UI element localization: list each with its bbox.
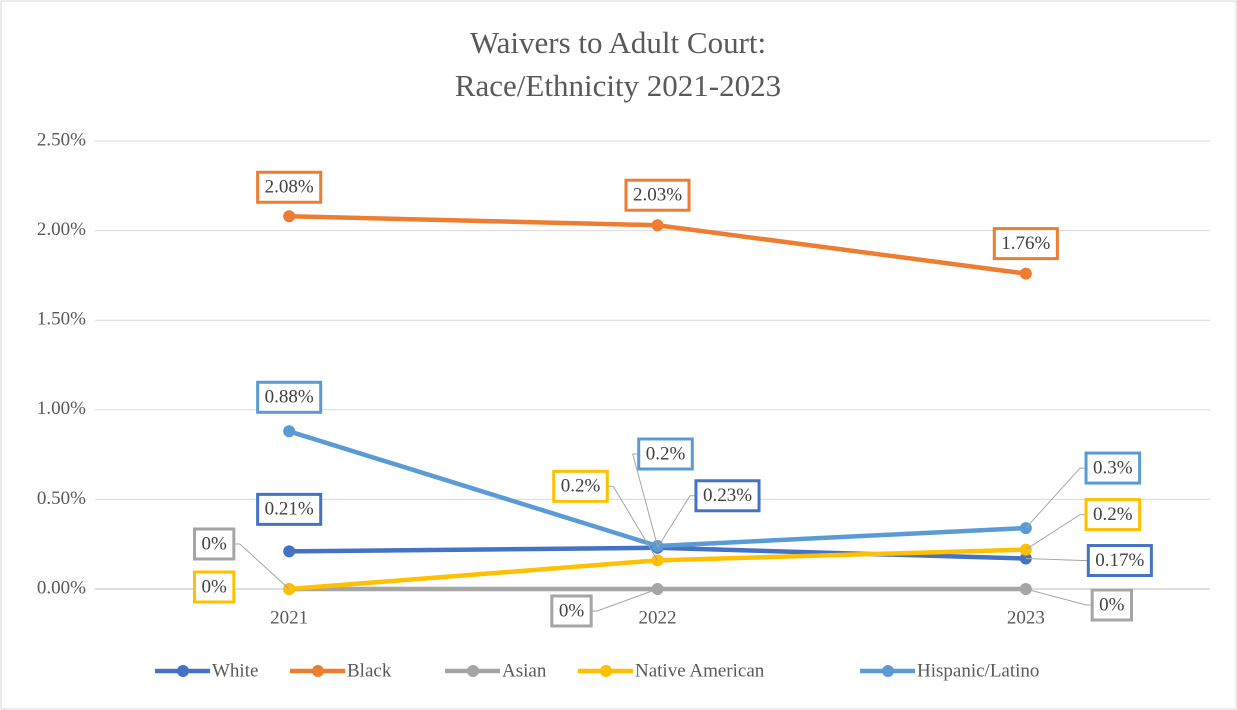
legend-label: White: [212, 660, 258, 681]
legend-marker: [467, 665, 479, 677]
data-point: [283, 545, 296, 558]
leader-line: [632, 453, 658, 547]
legend-label: Asian: [502, 660, 547, 681]
data-point: [283, 210, 296, 223]
data-point: [651, 219, 664, 232]
chart-title: Race/Ethnicity 2021-2023: [455, 68, 781, 103]
data-label-box: [637, 437, 694, 471]
data-label-box: [193, 527, 236, 561]
data-label-box: [256, 170, 323, 204]
data-label-box: [694, 479, 761, 513]
data-label: 0.2%: [1093, 504, 1133, 525]
legend-marker: [600, 665, 612, 677]
leader-line: [1025, 467, 1087, 529]
leader-line: [607, 485, 658, 561]
data-label-box: [1084, 498, 1142, 532]
x-tick-label: 2022: [639, 607, 677, 628]
data-label: 1.76%: [1001, 233, 1050, 254]
y-tick-label: 1.50%: [37, 309, 86, 330]
data-label-box: [256, 380, 323, 414]
data-label-box: [550, 594, 593, 628]
data-label: 0.2%: [561, 476, 601, 497]
leader-line: [1025, 588, 1093, 606]
data-label: 0.23%: [703, 485, 752, 506]
y-tick-label: 2.00%: [37, 219, 86, 240]
data-label-box: [1086, 544, 1153, 578]
data-label: 0%: [559, 600, 585, 621]
leader-line: [1025, 514, 1087, 550]
data-label-box: [1084, 451, 1142, 485]
data-label-box: [624, 178, 691, 212]
y-tick-label: 0.00%: [37, 577, 86, 598]
legend-label: Black: [347, 660, 392, 681]
data-label: 0.2%: [646, 443, 686, 464]
data-label-box: [193, 570, 236, 604]
x-tick-label: 2021: [270, 607, 308, 628]
leader-line: [591, 588, 658, 612]
legend-marker: [312, 665, 324, 677]
data-label: 2.03%: [633, 185, 682, 206]
y-tick-label: 2.50%: [37, 129, 86, 150]
data-label-box: [992, 227, 1059, 261]
data-label: 0.3%: [1093, 457, 1133, 478]
x-tick-label: 2023: [1007, 607, 1045, 628]
legend-marker: [177, 665, 189, 677]
data-label: 0%: [202, 533, 228, 554]
data-label-box: [552, 469, 609, 503]
data-point: [1019, 267, 1032, 280]
legend-label: Hispanic/Latino: [917, 660, 1039, 681]
y-tick-label: 1.00%: [37, 398, 86, 419]
data-label-box: [1090, 588, 1133, 622]
leader-line: [233, 543, 290, 590]
data-label: 0.21%: [265, 499, 314, 520]
chart-title: Waivers to Adult Court:: [470, 25, 766, 60]
y-tick-label: 0.50%: [37, 488, 86, 509]
data-label: 0%: [202, 576, 228, 597]
leader-line: [657, 495, 696, 549]
data-label-box: [256, 492, 323, 526]
legend-marker: [882, 665, 894, 677]
data-label: 0%: [1099, 594, 1125, 615]
data-label: 0.17%: [1095, 550, 1144, 571]
data-label: 2.08%: [265, 177, 314, 198]
data-label: 0.88%: [265, 387, 314, 408]
legend-label: Native American: [635, 660, 765, 681]
leader-line: [1025, 558, 1089, 562]
data-point: [283, 425, 296, 438]
